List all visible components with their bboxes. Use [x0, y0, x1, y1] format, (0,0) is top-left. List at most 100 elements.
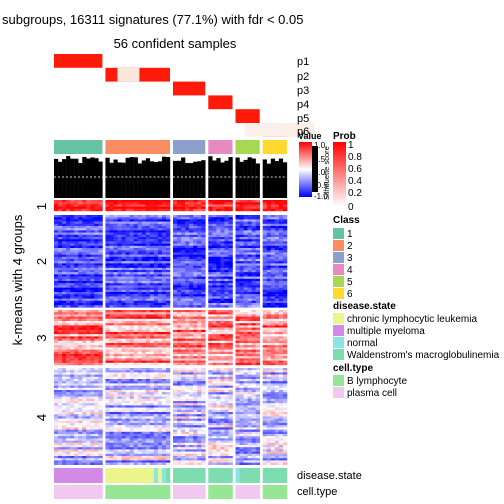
heatmap-cell — [262, 312, 268, 315]
heatmap-cell — [274, 239, 280, 242]
heatmap-cell — [185, 243, 190, 246]
heatmap-cell — [70, 398, 75, 402]
heatmap-cell — [129, 252, 134, 255]
heatmap-cell — [105, 221, 110, 224]
heatmap-cell — [109, 278, 114, 282]
heatmap-cell — [66, 294, 71, 297]
heatmap-cell — [224, 332, 229, 335]
silhouette-bar — [129, 157, 134, 198]
heatmap-cell — [141, 287, 147, 290]
heatmap-cell — [243, 329, 248, 333]
heatmap-cell — [157, 202, 163, 205]
heatmap-cell — [94, 398, 99, 402]
heatmap-cell — [90, 442, 95, 446]
heatmap-cell — [235, 237, 240, 240]
heatmap-cell — [282, 200, 288, 203]
heatmap-cell — [58, 303, 63, 306]
heatmap-cell — [113, 241, 118, 244]
heatmap-cell — [282, 354, 288, 357]
heatmap-cell — [212, 228, 217, 231]
heatmap-cell — [98, 303, 103, 306]
heatmap-cell — [239, 241, 244, 244]
heatmap-cell — [220, 327, 225, 330]
heatmap-cell — [177, 343, 182, 346]
heatmap-cell — [109, 221, 114, 224]
heatmap-cell — [70, 274, 75, 277]
heatmap-cell — [94, 376, 99, 380]
heatmap-cell — [137, 336, 143, 339]
heatmap-cell — [270, 219, 276, 222]
heatmap-cell — [105, 405, 110, 408]
heatmap-cell — [86, 420, 91, 424]
heatmap-cell — [133, 381, 139, 384]
heatmap-cell — [189, 237, 194, 240]
heatmap-cell — [157, 429, 163, 432]
heatmap-cell — [82, 383, 87, 386]
heatmap-cell — [165, 270, 171, 273]
heatmap-cell — [54, 370, 59, 373]
heatmap-cell — [153, 345, 159, 348]
heatmap-cell — [113, 427, 118, 430]
heatmap-cell — [208, 347, 213, 350]
heatmap-cell — [105, 321, 110, 324]
heatmap-block — [262, 215, 288, 308]
class-annotation-bar — [54, 140, 287, 154]
heatmap-cell — [121, 390, 126, 393]
heatmap-cell — [125, 226, 130, 229]
heatmap-cell — [129, 245, 134, 249]
heatmap-cell — [58, 423, 63, 426]
heatmap-cell — [70, 436, 75, 439]
heatmap-cell — [137, 312, 143, 315]
heatmap-cell — [66, 334, 71, 337]
heatmap-cell — [212, 263, 217, 266]
heatmap-cell — [133, 412, 139, 415]
heatmap-cell — [82, 379, 87, 382]
heatmap-cell — [251, 254, 256, 257]
heatmap-cell — [157, 310, 163, 313]
heatmap-cell — [98, 200, 103, 203]
heatmap-cell — [282, 237, 288, 240]
heatmap-cell — [109, 289, 114, 293]
heatmap-cell — [255, 351, 261, 355]
heatmap-cell — [121, 336, 126, 339]
heatmap-cell — [197, 200, 202, 203]
heatmap-cell — [212, 283, 217, 286]
heatmap-cell — [266, 283, 272, 286]
silhouette-bar — [145, 158, 151, 198]
heatmap-cell — [161, 281, 167, 284]
heatmap-cell — [109, 285, 114, 288]
heatmap-cell — [109, 270, 114, 273]
heatmap-cell — [193, 241, 198, 244]
heatmap-cell — [212, 287, 217, 290]
heatmap-cell — [251, 321, 256, 324]
heatmap-cell — [274, 325, 280, 328]
heatmap-cell — [58, 245, 63, 249]
heatmap-cell — [82, 343, 87, 346]
heatmap-cell — [189, 349, 194, 352]
heatmap-cell — [90, 434, 95, 437]
heatmap-cell — [173, 202, 178, 205]
heatmap-cell — [208, 334, 213, 337]
heatmap-cell — [173, 272, 178, 275]
heatmap-cell — [137, 215, 143, 218]
heatmap-cell — [235, 360, 240, 363]
heatmap-cell — [109, 226, 114, 229]
heatmap-cell — [86, 316, 91, 319]
heatmap-cell — [70, 456, 75, 459]
heatmap-cell — [173, 219, 178, 222]
heatmap-cell — [145, 243, 151, 246]
heatmap-cell — [98, 265, 103, 268]
heatmap-cell — [62, 387, 67, 391]
heatmap-cell — [216, 276, 221, 279]
heatmap-cell — [109, 202, 114, 205]
heatmap-cell — [86, 296, 91, 299]
heatmap-cell — [145, 278, 151, 282]
heatmap-cell — [70, 403, 75, 406]
heatmap-cell — [105, 265, 110, 268]
heatmap-cell — [220, 237, 225, 240]
heatmap-cell — [228, 296, 233, 299]
heatmap-cell — [255, 332, 261, 335]
heatmap-cell — [133, 325, 139, 328]
heatmap-cell — [105, 334, 110, 337]
heatmap-cell — [193, 267, 198, 271]
